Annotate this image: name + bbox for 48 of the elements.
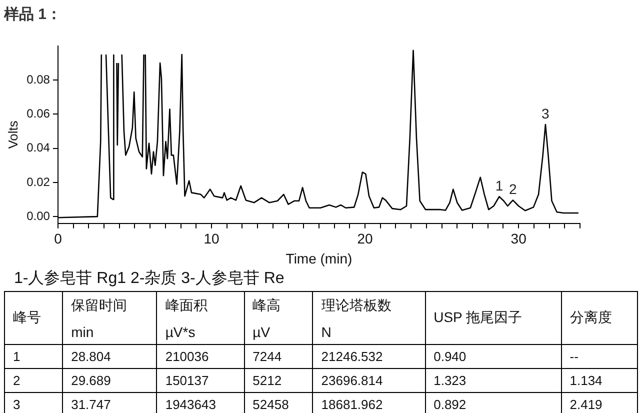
y-tick-label: 0.00 [26,208,50,223]
x-tick-label: 10 [204,230,220,247]
category-label: 理论塔板数 [312,292,426,320]
text: µV [252,324,270,340]
y-tick-label: 0.02 [26,174,50,189]
category-label: 保留时间 [62,292,157,320]
text: 0.892 [434,397,466,412]
text: 18681.962 [321,397,383,412]
annotation: 2 [509,181,518,198]
y-tick-label: 0.08 [26,72,50,86]
text: 2 [13,373,20,388]
text: 210036 [165,349,209,364]
text: µV*s [165,324,196,340]
category-label: 峰号 [4,292,63,344]
text: 1.323 [434,373,466,388]
text: 52458 [252,397,289,412]
x-tick-label: 30 [510,230,527,247]
text: 28.804 [71,349,111,364]
x-tick-label: 0 [54,230,62,247]
category-label: 分离度 [561,292,638,344]
x-axis-title: Time (min) [286,250,352,266]
text: 5212 [252,373,282,388]
text: -- [570,349,578,364]
text: 1 [13,349,20,364]
text: 23696.814 [321,373,383,388]
text: 3 [13,397,20,412]
text: 29.689 [71,373,111,388]
x-tick-label: 20 [357,230,374,247]
text: 1943643 [165,397,216,412]
annotation: 1 [495,177,504,194]
annotation: 3 [542,105,550,122]
category-label: 峰高 [244,292,313,320]
chart-title: 样品 1： [3,6,62,24]
text: 31.747 [71,397,111,412]
text: 2.419 [570,397,602,412]
category-label: USP 拖尾因子 [425,292,562,344]
text: 21246.532 [321,349,383,364]
text: 150137 [165,373,209,388]
category-label: 峰面积 [156,292,244,320]
text: min [71,324,94,340]
text: 1-人参皂苷 Rg1 2-杂质 3-人参皂苷 Re [13,268,286,289]
text: N [321,324,332,340]
text: 0.940 [434,349,466,364]
y-tick-label: 0.06 [26,106,50,121]
y-tick-label: 0.04 [26,140,50,155]
text: 1.134 [570,373,602,388]
text: 7244 [252,349,282,364]
y-axis-title: Volts [5,120,20,149]
